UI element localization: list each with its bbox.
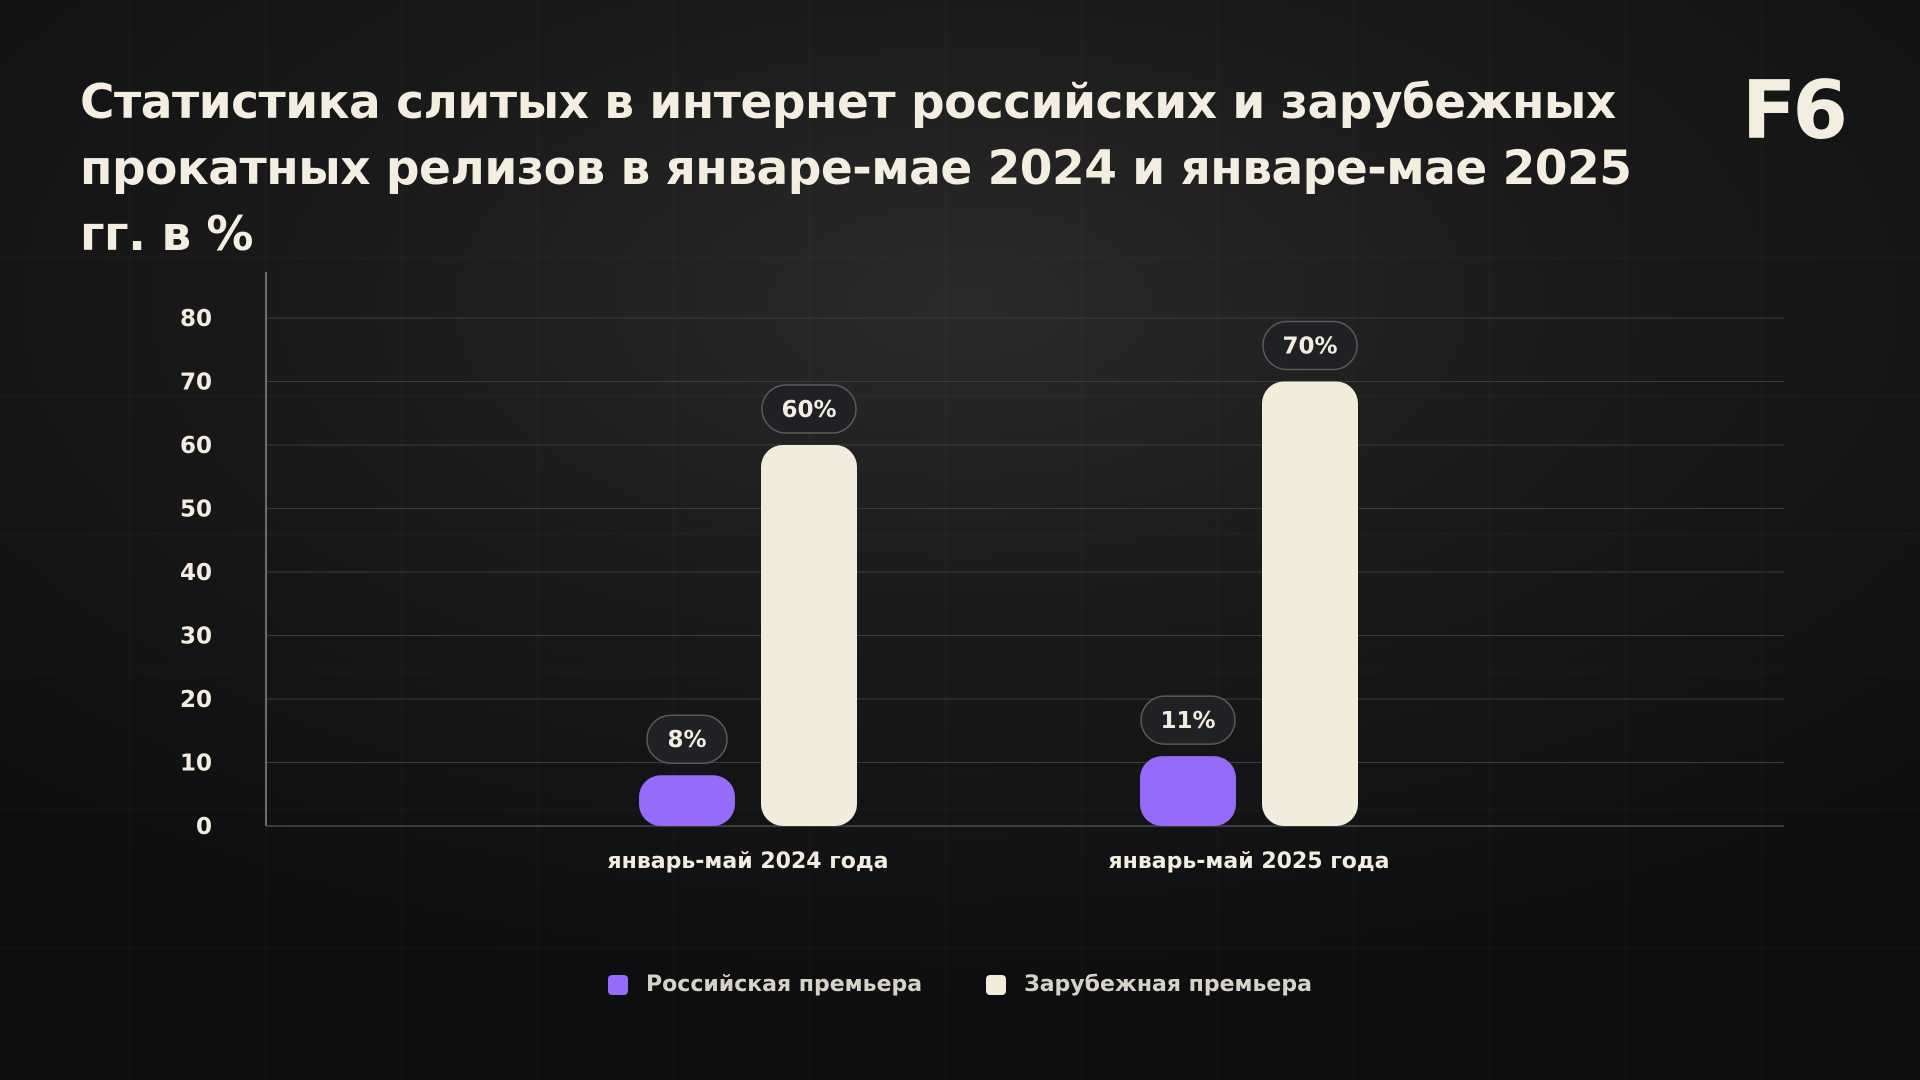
data-label: 70% [1282, 334, 1337, 360]
y-tick-label: 30 [180, 624, 212, 650]
value-bubble [1262, 320, 1358, 371]
legend-item-foreign: Зарубежная премьера [986, 972, 1312, 997]
data-label: 11% [1160, 708, 1215, 734]
data-label: 60% [781, 397, 836, 423]
value-bubble [646, 714, 728, 764]
data-label: 8% [667, 727, 706, 753]
f6-logo: F6 [1741, 64, 1848, 157]
y-tick-label: 20 [180, 687, 212, 713]
y-tick-label: 10 [180, 751, 212, 777]
value-bubble [1140, 695, 1236, 745]
chart-legend: Российская премьера Зарубежная премьера [0, 972, 1920, 997]
x-category-label: январь-май 2025 года [1109, 849, 1390, 874]
page-title: Статистика слитых в интернет российских … [80, 70, 1700, 268]
legend-item-russian: Российская премьера [608, 972, 922, 997]
y-tick-label: 50 [180, 497, 212, 523]
bar-russian-0 [639, 775, 735, 826]
legend-label-foreign: Зарубежная премьера [1024, 972, 1312, 997]
x-category-label: январь-май 2024 года [608, 849, 889, 874]
title-line-1: Статистика слитых в интернет российских … [80, 75, 1616, 130]
y-tick-label: 80 [180, 306, 212, 332]
bar-foreign-1 [1262, 381, 1358, 826]
y-tick-label: 70 [180, 370, 212, 396]
title-line-2: прокатных релизов в январе-мае 2024 и ян… [80, 141, 1632, 262]
legend-swatch-foreign [986, 974, 1007, 995]
value-bubble [761, 384, 857, 434]
legend-swatch-russian [608, 974, 629, 995]
bar-foreign-0 [761, 445, 857, 826]
legend-label-russian: Российская премьера [646, 972, 923, 997]
y-tick-label: 0 [196, 814, 212, 840]
y-tick-label: 60 [180, 433, 212, 459]
y-tick-label: 40 [180, 560, 212, 586]
bar-russian-1 [1140, 756, 1236, 826]
